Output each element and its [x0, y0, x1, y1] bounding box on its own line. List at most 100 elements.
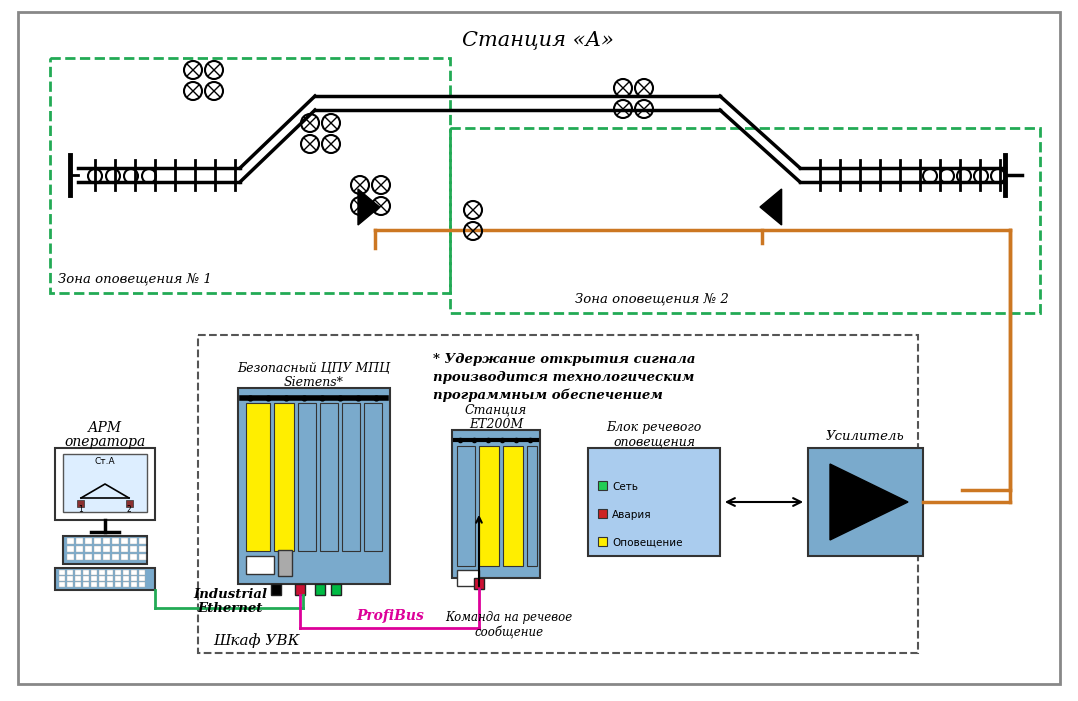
Polygon shape	[67, 554, 74, 560]
Polygon shape	[479, 446, 499, 566]
Polygon shape	[130, 546, 137, 552]
Text: производится технологическим: производится технологическим	[433, 371, 694, 384]
Polygon shape	[298, 403, 316, 551]
Polygon shape	[91, 576, 97, 581]
Text: Команда на речевое: Команда на речевое	[445, 611, 572, 625]
Polygon shape	[315, 584, 324, 595]
Polygon shape	[139, 582, 146, 587]
Polygon shape	[452, 430, 540, 578]
Text: Усилитель: Усилитель	[826, 430, 904, 442]
Polygon shape	[527, 446, 537, 566]
Text: Зона оповещения № 1: Зона оповещения № 1	[58, 273, 211, 285]
Text: Сеть: Сеть	[612, 482, 638, 491]
Polygon shape	[139, 570, 146, 575]
Text: ProfiBus: ProfiBus	[356, 609, 424, 623]
Polygon shape	[75, 582, 81, 587]
Polygon shape	[121, 554, 128, 560]
Text: Блок речевого: Блок речевого	[606, 421, 702, 435]
Polygon shape	[457, 446, 475, 566]
Polygon shape	[274, 403, 294, 551]
Polygon shape	[63, 536, 147, 564]
Polygon shape	[77, 538, 83, 544]
Polygon shape	[364, 403, 382, 551]
Polygon shape	[55, 568, 155, 590]
Polygon shape	[103, 554, 110, 560]
Text: сообщение: сообщение	[474, 627, 543, 639]
Polygon shape	[121, 538, 128, 544]
Polygon shape	[115, 570, 121, 575]
Polygon shape	[112, 554, 119, 560]
Polygon shape	[295, 584, 305, 595]
Text: оператора: оператора	[65, 435, 146, 449]
Polygon shape	[121, 546, 128, 552]
Text: Безопасный ЦПУ МПЦ: Безопасный ЦПУ МПЦ	[237, 362, 390, 374]
Polygon shape	[91, 582, 97, 587]
Polygon shape	[588, 448, 720, 556]
Polygon shape	[342, 403, 360, 551]
Polygon shape	[132, 570, 137, 575]
Polygon shape	[107, 582, 113, 587]
Polygon shape	[75, 576, 81, 581]
Polygon shape	[503, 446, 523, 566]
Polygon shape	[107, 576, 113, 581]
Polygon shape	[474, 578, 484, 589]
Polygon shape	[67, 546, 74, 552]
Polygon shape	[67, 582, 73, 587]
Polygon shape	[246, 403, 270, 551]
Text: Шкаф УВК: Шкаф УВК	[213, 634, 300, 648]
Polygon shape	[358, 189, 379, 225]
Polygon shape	[83, 570, 89, 575]
Polygon shape	[83, 576, 89, 581]
Text: Ethernet: Ethernet	[197, 601, 263, 615]
Polygon shape	[85, 546, 92, 552]
Polygon shape	[132, 576, 137, 581]
Polygon shape	[75, 570, 81, 575]
Text: Авария: Авария	[612, 510, 651, 519]
Polygon shape	[83, 582, 89, 587]
Text: ЕТ200М: ЕТ200М	[469, 418, 523, 430]
Polygon shape	[103, 546, 110, 552]
Polygon shape	[830, 464, 908, 540]
Polygon shape	[67, 538, 74, 544]
Polygon shape	[99, 582, 105, 587]
Text: Ст.А: Ст.А	[95, 458, 115, 466]
Polygon shape	[130, 538, 137, 544]
Polygon shape	[94, 546, 101, 552]
Text: Оповещение: Оповещение	[612, 538, 682, 547]
Polygon shape	[271, 584, 281, 595]
Polygon shape	[77, 500, 84, 507]
Text: 2: 2	[126, 505, 132, 515]
Text: * Удержание открытия сигнала: * Удержание открытия сигнала	[433, 353, 695, 366]
Text: Зона оповещения № 2: Зона оповещения № 2	[575, 292, 729, 306]
Polygon shape	[123, 582, 129, 587]
Text: Станция «А»: Станция «А»	[462, 31, 614, 50]
Polygon shape	[67, 576, 73, 581]
Text: Industrial: Industrial	[193, 589, 267, 601]
Polygon shape	[115, 582, 121, 587]
Polygon shape	[760, 189, 782, 225]
Polygon shape	[598, 481, 607, 490]
Polygon shape	[123, 576, 129, 581]
Text: 1: 1	[79, 505, 83, 515]
Polygon shape	[278, 550, 292, 576]
Polygon shape	[59, 582, 65, 587]
Text: Siemens*: Siemens*	[285, 376, 344, 388]
Polygon shape	[123, 570, 129, 575]
Polygon shape	[132, 582, 137, 587]
Polygon shape	[808, 448, 923, 556]
Text: АРМ: АРМ	[88, 421, 122, 435]
Polygon shape	[55, 448, 155, 520]
Polygon shape	[77, 546, 83, 552]
Polygon shape	[59, 570, 65, 575]
Polygon shape	[94, 538, 101, 544]
Polygon shape	[107, 570, 113, 575]
Polygon shape	[598, 509, 607, 518]
Polygon shape	[139, 576, 146, 581]
Polygon shape	[139, 546, 146, 552]
Polygon shape	[67, 570, 73, 575]
Polygon shape	[246, 556, 274, 574]
Polygon shape	[112, 538, 119, 544]
Polygon shape	[77, 554, 83, 560]
Polygon shape	[598, 537, 607, 546]
Polygon shape	[85, 554, 92, 560]
